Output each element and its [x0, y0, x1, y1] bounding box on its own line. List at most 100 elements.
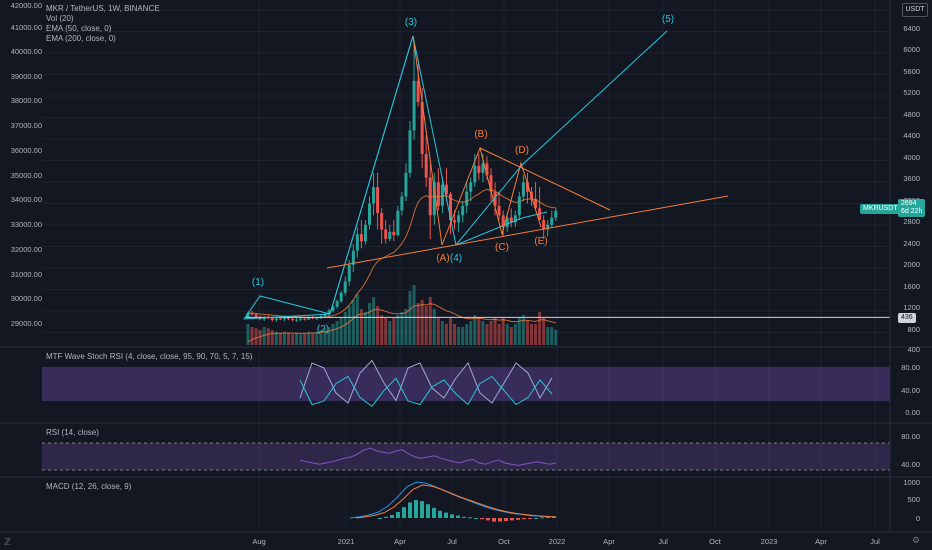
macd-histogram-bar [444, 512, 448, 518]
candle-body [436, 182, 440, 206]
right-axis-label: 4400 [903, 131, 920, 140]
macd-histogram-bar [438, 510, 442, 518]
volume-bar [550, 327, 554, 345]
wave-label-b: (B) [474, 129, 488, 140]
ema50-legend[interactable]: EMA (50, close, 0) [46, 24, 112, 33]
volume-bar [396, 315, 400, 345]
volume-bar [311, 333, 315, 345]
left-axis-label: 31000.00 [10, 270, 42, 279]
candle-body [303, 318, 307, 320]
gear-icon[interactable]: ⚙ [912, 535, 921, 545]
candle-body [461, 205, 465, 216]
x-axis-label: Jul [447, 537, 457, 546]
volume-bar [538, 312, 542, 345]
macd-pane-title[interactable]: MACD (12, 26, close, 9) [46, 482, 132, 491]
volume-bar [339, 318, 343, 345]
volume-bar [299, 334, 303, 345]
macd-histogram-bar [522, 518, 526, 520]
candle-body [331, 306, 335, 311]
volume-bar [258, 330, 262, 345]
candle-body [449, 194, 452, 221]
volume-bar [440, 321, 444, 345]
left-axis-label: 36000.00 [10, 146, 42, 155]
currency-button[interactable]: USDT [902, 3, 928, 17]
left-axis-label: 33000.00 [10, 220, 42, 229]
wave-label-3: (3) [404, 17, 418, 28]
symbol-title[interactable]: MKR / TetherUS, 1W, BINANCE [46, 4, 160, 13]
macd-axis-label: 500 [907, 495, 920, 504]
volume-bar [461, 327, 465, 345]
main-legend: MKR / TetherUS, 1W, BINANCE Vol (20) EMA… [46, 4, 160, 44]
macd-histogram-bar [378, 518, 382, 519]
volume-bar [521, 315, 525, 345]
candle-body [469, 182, 473, 192]
candle-body [359, 234, 363, 242]
volume-bar [489, 321, 493, 345]
macd-histogram-bar [516, 518, 520, 520]
mtf-axis-label: 0.00 [905, 408, 920, 417]
left-axis-label: 30000.00 [10, 294, 42, 303]
candle-body [408, 130, 412, 173]
volume-bar [525, 321, 529, 345]
volume-bar [343, 312, 347, 345]
macd-histogram-bar [396, 512, 400, 518]
candle-body [282, 318, 286, 320]
macd-histogram-bar [390, 515, 394, 518]
wave-drawings [243, 30, 890, 320]
right-axis-label: 2000 [903, 260, 920, 269]
volume-legend[interactable]: Vol (20) [46, 14, 74, 23]
pane-separators [0, 0, 932, 533]
left-axis-label: 37000.00 [10, 121, 42, 130]
candle-body [420, 102, 424, 154]
rsi-axis-label: 80.00 [901, 432, 920, 441]
volume-bar [481, 321, 485, 345]
candle-body [416, 80, 420, 103]
volume-bar [331, 324, 335, 345]
candle-body [278, 318, 282, 320]
volume-bar [497, 324, 501, 345]
volume-bar [408, 291, 412, 345]
candle-body [327, 310, 331, 315]
candle-body [444, 184, 448, 195]
volume-bar [287, 333, 290, 345]
candle-body [315, 317, 319, 319]
candle-body [432, 182, 436, 216]
x-axis-label: Oct [709, 537, 721, 546]
right-axis-label: 4000 [903, 153, 920, 162]
volume-bar [363, 312, 367, 345]
candle-body [457, 215, 461, 223]
candle-body [481, 163, 485, 173]
right-axis-label: 800 [907, 325, 920, 334]
candle-body [291, 319, 295, 321]
right-axis-label: 1600 [903, 282, 920, 291]
tradingview-logo-icon[interactable]: ℤ [4, 537, 11, 547]
candle-body [335, 301, 339, 307]
volume-bar [554, 330, 558, 345]
line-value-tag: 436 [898, 313, 916, 323]
candle-body [473, 165, 477, 183]
wave-label-c: (C) [495, 242, 509, 253]
volume-bar [351, 300, 355, 345]
candle-body [376, 187, 380, 213]
macd-histogram-bar [480, 518, 484, 520]
volume-bar [319, 330, 323, 345]
right-axis-label: 4800 [903, 110, 920, 119]
candle-body [505, 217, 509, 228]
candle-body [339, 292, 343, 302]
trend-line-orange [326, 195, 729, 269]
macd-histogram-bar [408, 502, 412, 518]
macd-histogram-bar [498, 518, 502, 522]
wave-label-5: (5) [661, 14, 675, 25]
ema200-legend[interactable]: EMA (200, close, 0) [46, 34, 116, 43]
mtf-line [299, 359, 553, 404]
volume-bar [453, 324, 457, 345]
candle-body [347, 264, 351, 282]
mtf-axis-label: 80.00 [901, 363, 920, 372]
left-axis-label: 40000.00 [10, 47, 42, 56]
volume-bar [505, 324, 509, 345]
wave-line-blue [455, 211, 548, 246]
rsi-pane-title[interactable]: RSI (14, close) [46, 428, 99, 437]
candle-body [343, 281, 347, 293]
mtf-pane-title[interactable]: MTF Wave Stoch RSI (4, close, close, 95,… [46, 352, 253, 361]
